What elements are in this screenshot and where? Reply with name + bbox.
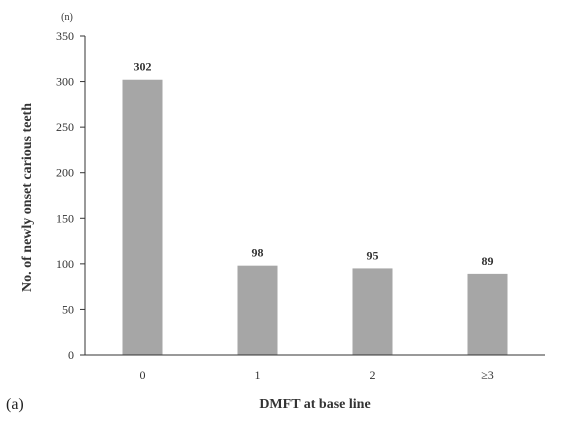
y-tick-label: 250 — [56, 120, 74, 134]
bar — [352, 268, 393, 355]
bar — [237, 265, 278, 355]
bars: 302 98 95 89 — [122, 60, 508, 356]
panel-label: (a) — [6, 396, 24, 413]
y-tick-label: 100 — [56, 257, 74, 271]
x-tick-label: 0 — [140, 368, 146, 382]
y-axis-ticks: 0 50 100 150 200 250 300 350 — [56, 29, 85, 362]
y-tick-label: 50 — [62, 302, 74, 316]
y-axis-title: No. of newly onset carious teeth — [20, 103, 35, 292]
bar — [467, 273, 508, 355]
bar-value-label: 89 — [482, 254, 494, 268]
y-tick-label: 300 — [56, 75, 74, 89]
y-tick-label: 150 — [56, 211, 74, 225]
x-tick-label: 1 — [255, 368, 261, 382]
x-tick-label: 2 — [370, 368, 376, 382]
x-tick-label: ≥3 — [481, 368, 494, 382]
bar-value-label: 98 — [252, 246, 264, 260]
bar-value-label: 95 — [367, 248, 379, 262]
y-tick-label: 200 — [56, 166, 74, 180]
y-axis-unit-label: (n) — [61, 12, 73, 23]
y-tick-label: 0 — [68, 348, 74, 362]
y-tick-label: 350 — [56, 29, 74, 43]
x-axis-ticks: 0 1 2 ≥3 — [140, 368, 494, 382]
bar-value-label: 302 — [134, 60, 152, 74]
x-axis-title: DMFT at base line — [259, 397, 370, 412]
bar — [122, 79, 163, 356]
